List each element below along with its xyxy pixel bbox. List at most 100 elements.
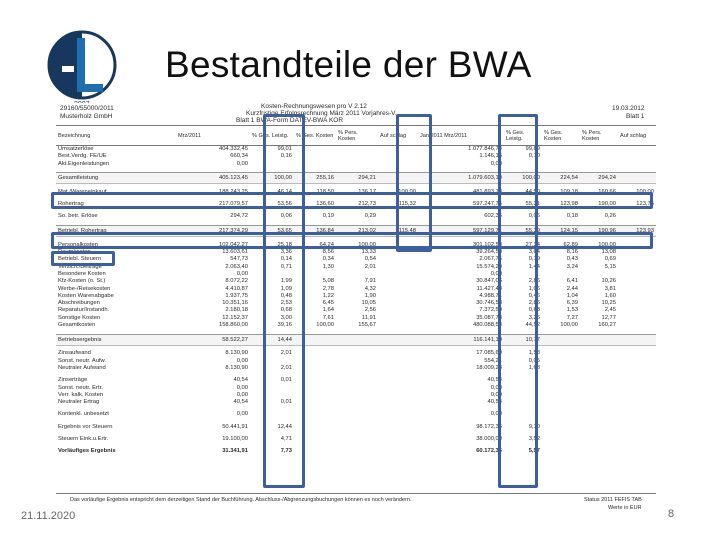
highlight-material	[51, 192, 653, 209]
table-cell: 136,60	[316, 201, 334, 208]
table-cell: 0,00	[490, 270, 502, 277]
report-system: Kosten-Rechnungswesen pro V 2.12	[261, 103, 367, 110]
table-cell: 8.130,90	[225, 350, 248, 357]
table-cell: 0,19	[322, 213, 334, 220]
row-label: Verr. kalk. Kosten	[58, 391, 104, 398]
table-cell: 1,64	[322, 307, 334, 314]
company-name: Musterholz GmbH	[60, 113, 113, 120]
table-cell: 58.522,27	[176, 333, 250, 346]
table-cell	[542, 146, 580, 154]
table-cell: 0,00	[236, 411, 248, 418]
row-label: Versich./Beiträge	[58, 263, 102, 270]
table-cell: 0,06	[528, 213, 540, 220]
row-label: Sonstige Kosten	[58, 314, 101, 321]
table-cell: 0,00	[236, 160, 248, 167]
table-cell	[618, 365, 656, 372]
table-cell: 8,56	[322, 249, 334, 256]
table-cell	[378, 293, 418, 300]
table-cell	[580, 448, 618, 455]
table-row: Vorläufiges Ergebnis 31.341,91 7,73 60.172,…	[56, 448, 656, 455]
table-cell	[378, 307, 418, 314]
table-cell: 100,00	[598, 241, 616, 248]
table-cell: 0,71	[280, 263, 292, 270]
table-cell	[378, 322, 418, 329]
table-cell: 50.441,91	[222, 423, 248, 430]
table-cell: 0,00	[236, 391, 248, 398]
table-row: Reparatur/Instandh. 2.180,18 0,68 1,64 2,56 7…	[56, 307, 656, 314]
table-cell: 123,98	[560, 201, 578, 208]
table-cell: 0,05	[528, 357, 540, 364]
table-cell	[378, 365, 418, 372]
table-cell: 602,36	[484, 213, 502, 220]
table-cell: 1,09	[280, 285, 292, 292]
table-row: So. betr. Erlöse 294,72 0,06 0,19 0,29 602,36…	[56, 213, 656, 220]
highlight-ges-leistung-current	[263, 114, 305, 488]
table-cell: 4.410,87	[225, 285, 248, 292]
footer-status: Status 2011 FEFIS TAB	[584, 497, 642, 503]
table-cell: 0,06	[280, 213, 292, 220]
row-label: Sonst. neutr. Aufw.	[58, 357, 107, 364]
column-header: Auf schlag	[618, 125, 656, 146]
column-header: % Ges. Leistg.	[504, 125, 542, 146]
table-cell: 109,18	[560, 188, 578, 195]
row-label: Reparatur/Instandh.	[58, 307, 110, 314]
table-cell	[336, 392, 378, 399]
row-label: Best.Verdg. FE/UE	[58, 153, 107, 160]
table-cell: 1,58	[528, 350, 540, 357]
table-cell	[336, 385, 378, 392]
table-cell	[618, 264, 656, 271]
table-cell	[580, 153, 618, 160]
table-cell	[618, 286, 656, 293]
table-cell: 1,90	[364, 292, 376, 299]
document-footer: Das vorläufige Ergebnis entspricht dem d…	[56, 493, 656, 515]
table-cell	[336, 271, 378, 278]
table-cell	[336, 424, 378, 431]
table-cell	[618, 293, 656, 300]
table-cell	[378, 264, 418, 271]
table-cell: 12.152,37	[222, 314, 248, 321]
slide-page-number: 8	[668, 508, 675, 520]
table-cell: 100,00	[358, 241, 376, 248]
table-cell: 44,50	[525, 188, 540, 195]
table-cell: 9,10	[528, 423, 540, 430]
table-cell: 102.042,27	[218, 241, 248, 248]
table-cell: 6,45	[322, 300, 334, 307]
table-cell: 0,34	[322, 256, 334, 263]
table-cell: 12,77	[601, 314, 616, 321]
table-row: Kosten Warenabgabe 1.937,75 0,48 1,22 1,90 4.…	[56, 293, 656, 300]
table-cell	[378, 315, 418, 322]
table-cell: 0,14	[280, 256, 292, 263]
table-cell: 7.372,59	[479, 307, 502, 314]
table-row: Ergebnis vor Steuern 50.441,91 12,44 98.172…	[56, 424, 656, 431]
table-cell: 2,44	[566, 285, 578, 292]
table-cell: 481.893,78	[472, 188, 502, 195]
table-cell: 0,00	[490, 391, 502, 398]
row-label: Neutraler Aufwand	[58, 364, 106, 371]
table-cell: 301.102,58	[472, 241, 502, 248]
table-cell	[336, 365, 378, 372]
table-cell: 0,00	[236, 270, 248, 277]
table-cell	[378, 411, 418, 418]
table-cell	[618, 424, 656, 431]
table-cell	[580, 411, 618, 418]
table-cell: 554,21	[484, 357, 502, 364]
table-cell: 0,18	[566, 213, 578, 220]
table-cell: 8.072,22	[225, 278, 248, 285]
table-cell	[336, 161, 378, 168]
table-cell	[336, 333, 378, 346]
table-cell: 40,54	[233, 377, 248, 384]
table-row: Raumkosten 13.603,61 3,36 8,56 13,33 39.264,5…	[56, 249, 656, 256]
table-cell: 2.180,18	[225, 307, 248, 314]
table-cell	[336, 448, 378, 455]
table-cell	[618, 172, 656, 185]
table-cell	[618, 271, 656, 278]
table-cell: 2.063,40	[225, 263, 248, 270]
table-cell	[378, 436, 418, 443]
highlight-personalkosten	[51, 251, 115, 266]
table-cell	[542, 365, 580, 372]
row-label: Kosten Warenabgabe	[58, 292, 114, 299]
table-cell: 2,56	[364, 307, 376, 314]
table-cell	[378, 278, 418, 285]
table-cell: 100,00	[250, 172, 294, 185]
table-cell: 40,54	[487, 399, 502, 406]
